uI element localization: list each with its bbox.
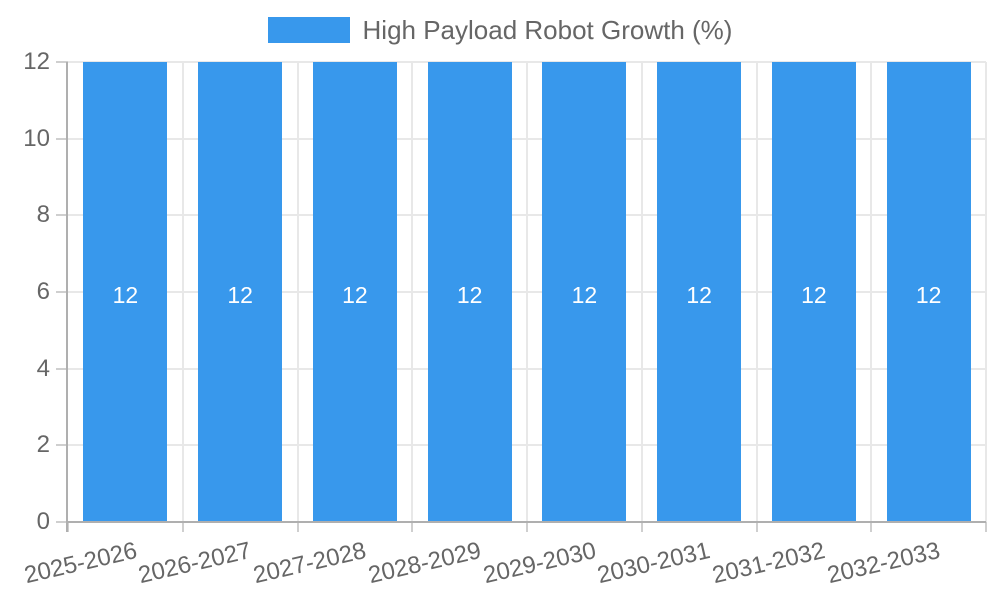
- x-axis-tick: [411, 522, 414, 532]
- x-axis-tick: [755, 522, 758, 532]
- x-axis-line: [66, 521, 986, 523]
- gridline-vertical: [181, 62, 184, 522]
- gridline-vertical: [411, 62, 414, 522]
- y-tick-label: 6: [36, 278, 50, 305]
- x-axis-tick: [640, 522, 643, 532]
- bar[interactable]: [83, 62, 168, 522]
- y-axis-line: [66, 62, 68, 532]
- x-tick-label: 2026-2027: [136, 537, 254, 590]
- bar-value-label: 12: [686, 282, 712, 308]
- x-axis-tick: [985, 522, 987, 532]
- x-tick-label: 2031-2032: [709, 537, 828, 590]
- y-axis-tick: [56, 291, 68, 293]
- x-axis-tick: [870, 522, 873, 532]
- x-tick-label: 2027-2028: [250, 537, 369, 590]
- bar-value-label: 12: [227, 282, 253, 308]
- bar[interactable]: [198, 62, 283, 522]
- bar-value-label: 12: [801, 282, 827, 308]
- x-tick-label: 2028-2029: [365, 537, 484, 590]
- bar-value-label: 12: [571, 282, 598, 308]
- y-axis-tick: [56, 367, 68, 370]
- x-tick-label: 2030-2031: [595, 537, 713, 590]
- gridline-vertical: [985, 62, 987, 522]
- bar-value-label: 12: [112, 282, 139, 308]
- x-tick-label: 2029-2030: [480, 537, 599, 590]
- gridline-vertical: [755, 62, 758, 522]
- legend-swatch: [267, 17, 350, 43]
- y-tick-label: 8: [36, 201, 50, 229]
- gridline-vertical: [296, 62, 299, 522]
- bar[interactable]: [886, 62, 971, 522]
- y-axis-tick: [56, 444, 68, 447]
- bar-value-label: 12: [456, 282, 483, 308]
- x-axis-tick: [181, 522, 184, 532]
- y-axis-tick: [56, 521, 68, 523]
- x-axis-tick: [296, 522, 299, 532]
- gridline-vertical: [526, 62, 528, 522]
- y-tick-label: 0: [36, 508, 50, 535]
- x-tick-label: 2025-2026: [21, 537, 140, 590]
- bar-value-label: 12: [915, 282, 942, 308]
- chart-legend[interactable]: High Payload Robot Growth (%): [0, 17, 1000, 43]
- y-axis-tick: [56, 214, 68, 217]
- x-axis-tick: [526, 522, 528, 532]
- gridline-vertical: [870, 62, 873, 522]
- y-tick-label: 2: [36, 431, 50, 459]
- y-axis-tick: [56, 61, 68, 63]
- x-tick-label: 2032-2033: [824, 537, 943, 590]
- y-tick-label: 10: [23, 124, 50, 152]
- x-axis-tick: [67, 522, 69, 532]
- gridline-vertical: [640, 62, 643, 522]
- y-tick-label: 4: [36, 354, 50, 382]
- bar[interactable]: [771, 62, 856, 522]
- bar[interactable]: [657, 62, 742, 522]
- bar[interactable]: [542, 62, 627, 522]
- y-axis-tick: [56, 137, 68, 140]
- legend-label: High Payload Robot Growth (%): [362, 15, 733, 45]
- bar-value-label: 12: [342, 282, 368, 308]
- y-tick-label: 12: [23, 48, 50, 75]
- bar[interactable]: [427, 62, 512, 522]
- bar[interactable]: [312, 62, 397, 522]
